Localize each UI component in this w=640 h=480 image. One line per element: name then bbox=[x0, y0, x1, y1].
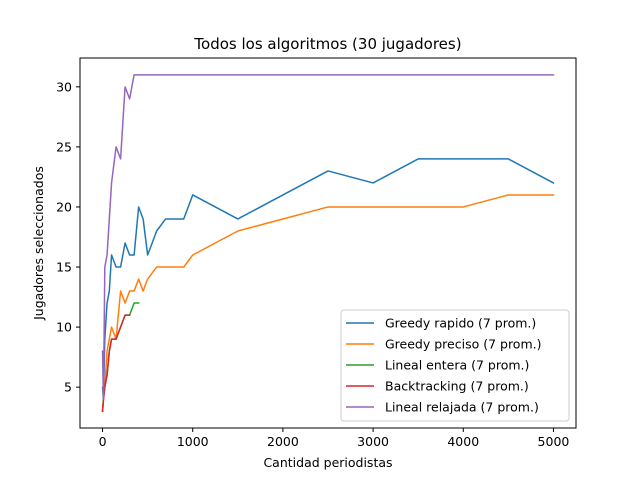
x-axis-title: Cantidad periodistas bbox=[263, 455, 392, 470]
plot-layer bbox=[101, 74, 555, 412]
legend-box bbox=[340, 309, 570, 422]
x-tick-label: 1000 bbox=[177, 434, 209, 449]
x-tick-label: 5000 bbox=[538, 434, 570, 449]
y-tick-label: 10 bbox=[56, 320, 72, 335]
legend-label: Lineal relajada (7 prom.) bbox=[385, 400, 539, 415]
series-line-5 bbox=[101, 74, 555, 400]
legend: Greedy rapido (7 prom.) Greedy preciso (7… bbox=[340, 309, 570, 422]
x-tick-label: 0 bbox=[99, 434, 107, 449]
x-tick-label: 4000 bbox=[447, 434, 479, 449]
series-line-1 bbox=[101, 158, 555, 400]
x-axis: 0 1000 2000 3000 4000 5000 bbox=[99, 428, 570, 449]
legend-label: Lineal entera (7 prom.) bbox=[385, 358, 529, 373]
y-tick-label: 25 bbox=[56, 139, 72, 154]
y-tick-label: 15 bbox=[56, 260, 72, 275]
plot-frame bbox=[79, 57, 577, 429]
y-tick-label: 30 bbox=[56, 79, 72, 94]
series-line-2 bbox=[101, 194, 555, 412]
legend-label: Backtracking (7 prom.) bbox=[385, 379, 529, 394]
chart-title: Todos los algoritmos (30 jugadores) bbox=[193, 35, 461, 53]
x-tick-label: 2000 bbox=[267, 434, 299, 449]
y-axis-title: Jugadores seleccionados bbox=[31, 166, 46, 321]
y-axis: 5 10 15 20 25 30 bbox=[56, 79, 80, 395]
legend-label: Greedy rapido (7 prom.) bbox=[385, 316, 536, 331]
y-tick-label: 20 bbox=[56, 199, 72, 214]
legend-label: Greedy preciso (7 prom.) bbox=[385, 337, 541, 352]
y-tick-label: 5 bbox=[64, 380, 72, 395]
x-tick-label: 3000 bbox=[357, 434, 389, 449]
